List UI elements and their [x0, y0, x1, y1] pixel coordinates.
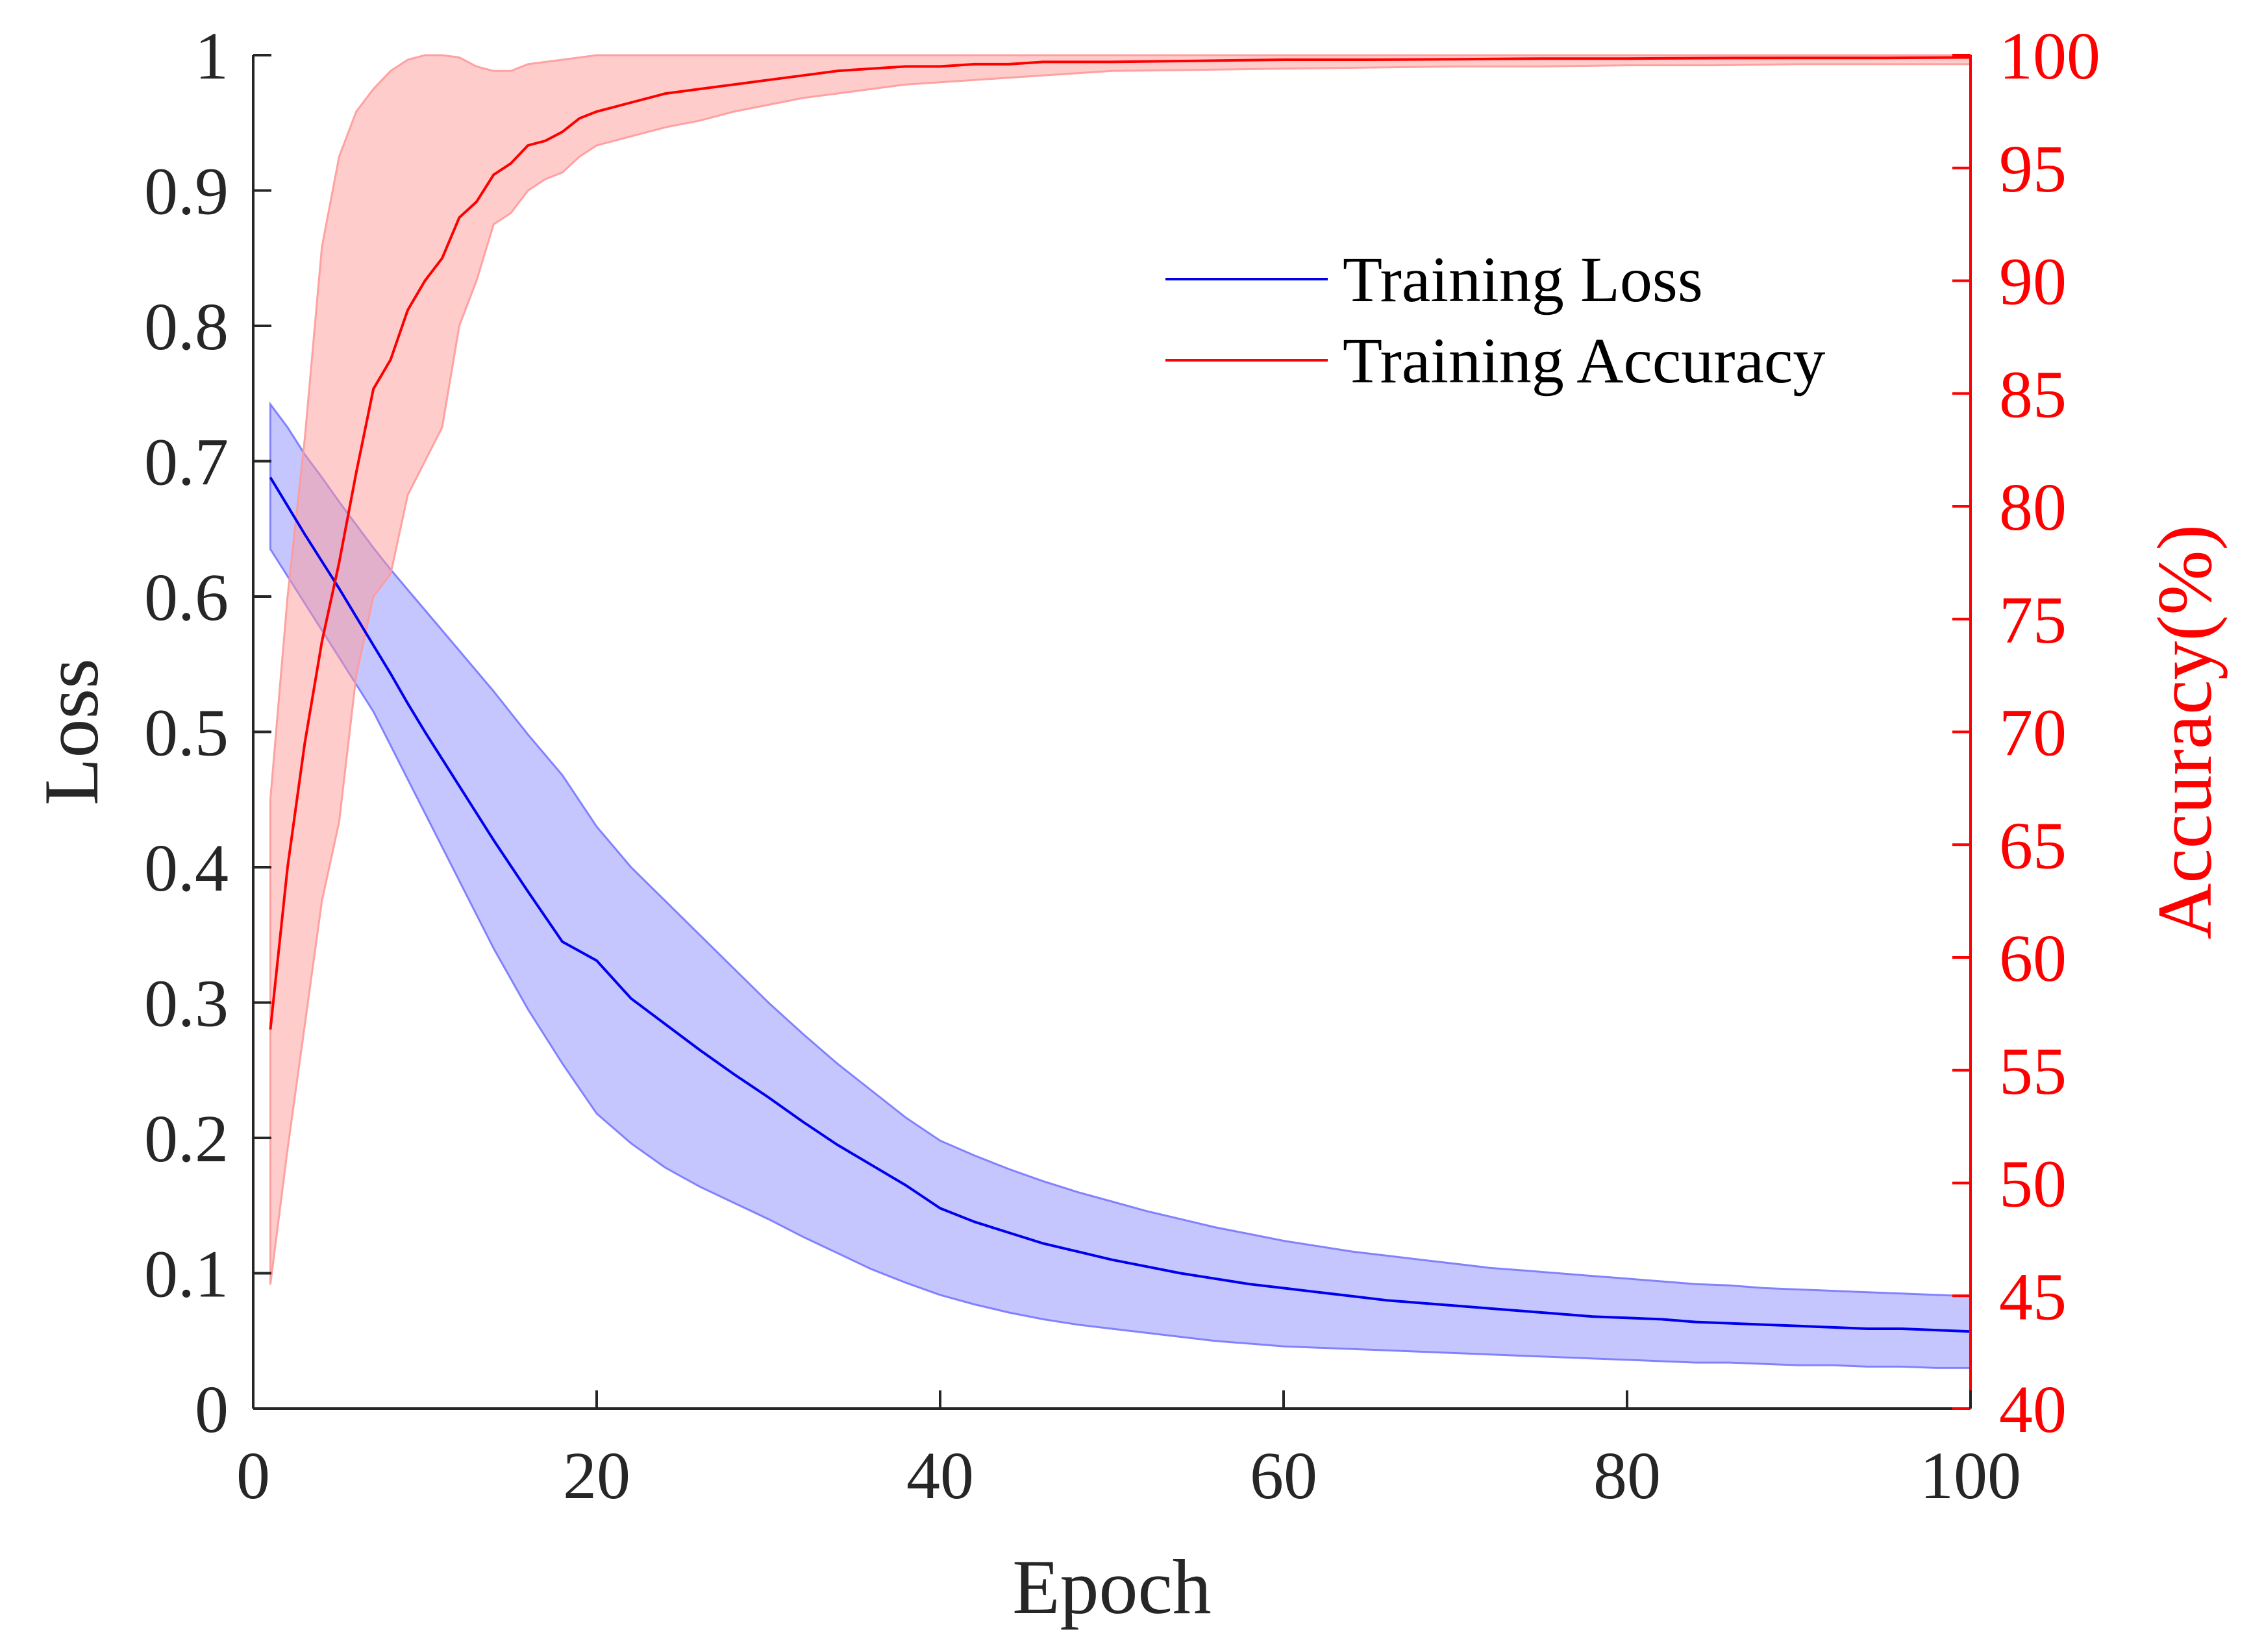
confidence-bands [269, 54, 1972, 1369]
left-tick-label: 1 [195, 19, 229, 93]
left-tick-label: 0.1 [144, 1237, 229, 1312]
y-axis-label-left: Loss [28, 658, 114, 806]
bottom-tick-label: 80 [1593, 1438, 1661, 1513]
y-axis-label-right: Accuracy(%) [2141, 524, 2228, 940]
right-tick-label: 40 [1999, 1372, 2067, 1447]
legend: Training Loss Training Accuracy [1165, 243, 1825, 397]
right-tick-label: 50 [1999, 1147, 2067, 1222]
bottom-tick-label: 60 [1250, 1438, 1317, 1513]
left-tick-label: 0.5 [144, 696, 229, 771]
band-training-accuracy [269, 54, 1972, 1285]
series-line-training-accuracy [269, 56, 1971, 1030]
bottom-tick-label: 20 [563, 1438, 630, 1513]
left-tick-label: 0 [195, 1372, 229, 1447]
left-tick-label: 0.8 [144, 290, 229, 364]
left-axis-ticks: 0 0.1 0.2 0.3 0.4 0.5 0.6 0.7 0.8 0.9 1 [144, 19, 271, 1447]
bottom-tick-label: 40 [906, 1438, 974, 1513]
left-tick-label: 0.6 [144, 560, 229, 635]
right-tick-label: 75 [1999, 583, 2067, 658]
left-tick-label: 0.2 [144, 1102, 229, 1176]
left-tick-label: 0.9 [144, 154, 229, 229]
right-tick-label: 45 [1999, 1259, 2067, 1334]
right-axis-ticks: 40 45 50 55 60 65 70 75 80 85 90 95 100 [1952, 19, 2100, 1447]
legend-label-training-loss: Training Loss [1343, 243, 1703, 315]
right-tick-label: 90 [1999, 245, 2067, 319]
right-tick-label: 70 [1999, 696, 2067, 771]
left-tick-label: 0.3 [144, 967, 229, 1041]
right-tick-label: 80 [1999, 470, 2067, 545]
x-axis-label: Epoch [1012, 1544, 1212, 1630]
bottom-tick-label: 100 [1920, 1438, 2021, 1513]
right-tick-label: 85 [1999, 357, 2067, 432]
bottom-tick-label: 0 [236, 1438, 270, 1513]
series-lines [269, 56, 1971, 1333]
bottom-axis-ticks: 0 20 40 60 80 100 [236, 1390, 2021, 1513]
right-tick-label: 65 [1999, 808, 2067, 883]
left-tick-label: 0.7 [144, 425, 229, 500]
right-tick-label: 95 [1999, 132, 2067, 206]
right-tick-label: 100 [1999, 19, 2100, 93]
right-tick-label: 55 [1999, 1034, 2067, 1109]
axis-labels: Epoch Loss Accuracy(%) [28, 524, 2228, 1630]
legend-label-training-accuracy: Training Accuracy [1343, 325, 1825, 397]
series-line-training-loss [269, 476, 1971, 1333]
left-tick-label: 0.4 [144, 831, 229, 906]
right-tick-label: 60 [1999, 921, 2067, 996]
